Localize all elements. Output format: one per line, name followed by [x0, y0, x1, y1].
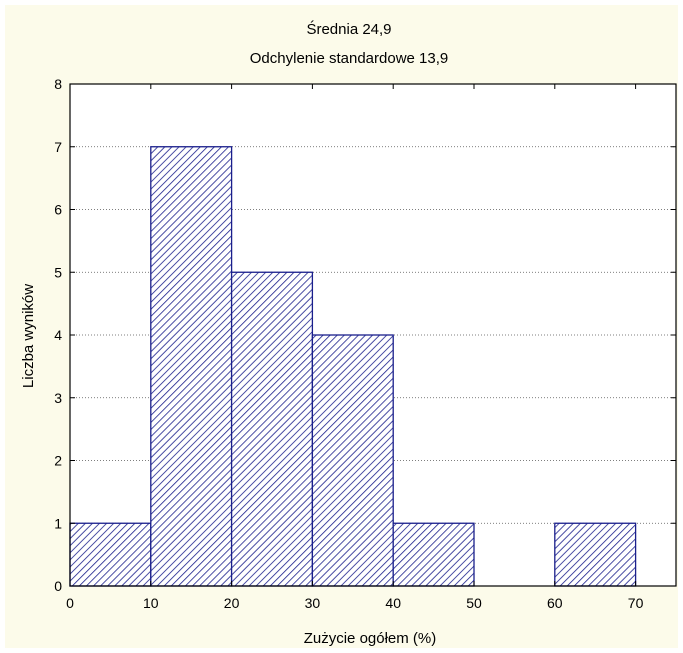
y-tick-label: 7 — [54, 139, 62, 155]
bar-40-50 — [392, 522, 475, 587]
bar-10-20 — [150, 146, 233, 587]
y-tick-label: 4 — [54, 327, 62, 343]
bars — [69, 146, 637, 587]
x-tick-label: 50 — [466, 595, 482, 611]
y-axis-label: Liczba wyników — [20, 284, 37, 388]
x-tick-label: 40 — [385, 595, 401, 611]
bar-20-30 — [230, 271, 314, 587]
x-tick-label: 0 — [66, 595, 74, 611]
x-axis-label: Zużycie ogółem (%) — [304, 630, 437, 647]
y-tick-label: 0 — [54, 578, 62, 594]
chart-title: Średnia 24,9 — [306, 20, 391, 38]
x-tick-label: 70 — [628, 595, 644, 611]
y-tick-label: 6 — [54, 202, 62, 218]
x-tick-label: 10 — [143, 595, 159, 611]
y-tick-label: 3 — [54, 390, 62, 406]
y-tick-label: 2 — [54, 453, 62, 469]
y-tick-label: 8 — [54, 76, 62, 92]
bar-60-70 — [554, 522, 637, 587]
bar-0-10 — [69, 522, 152, 587]
bar-30-40 — [311, 334, 394, 587]
chart-subtitle: Odchylenie standardowe 13,9 — [250, 50, 448, 67]
y-tick-label: 1 — [54, 515, 62, 531]
x-tick-label: 30 — [305, 595, 321, 611]
y-tick-label: 5 — [54, 264, 62, 280]
x-tick-label: 60 — [547, 595, 563, 611]
y-axis-ticks: 0 1 2 3 4 5 6 7 8 — [54, 76, 676, 594]
x-tick-label: 20 — [224, 595, 240, 611]
x-axis-ticks: 0 10 20 30 40 50 60 70 — [66, 84, 644, 611]
